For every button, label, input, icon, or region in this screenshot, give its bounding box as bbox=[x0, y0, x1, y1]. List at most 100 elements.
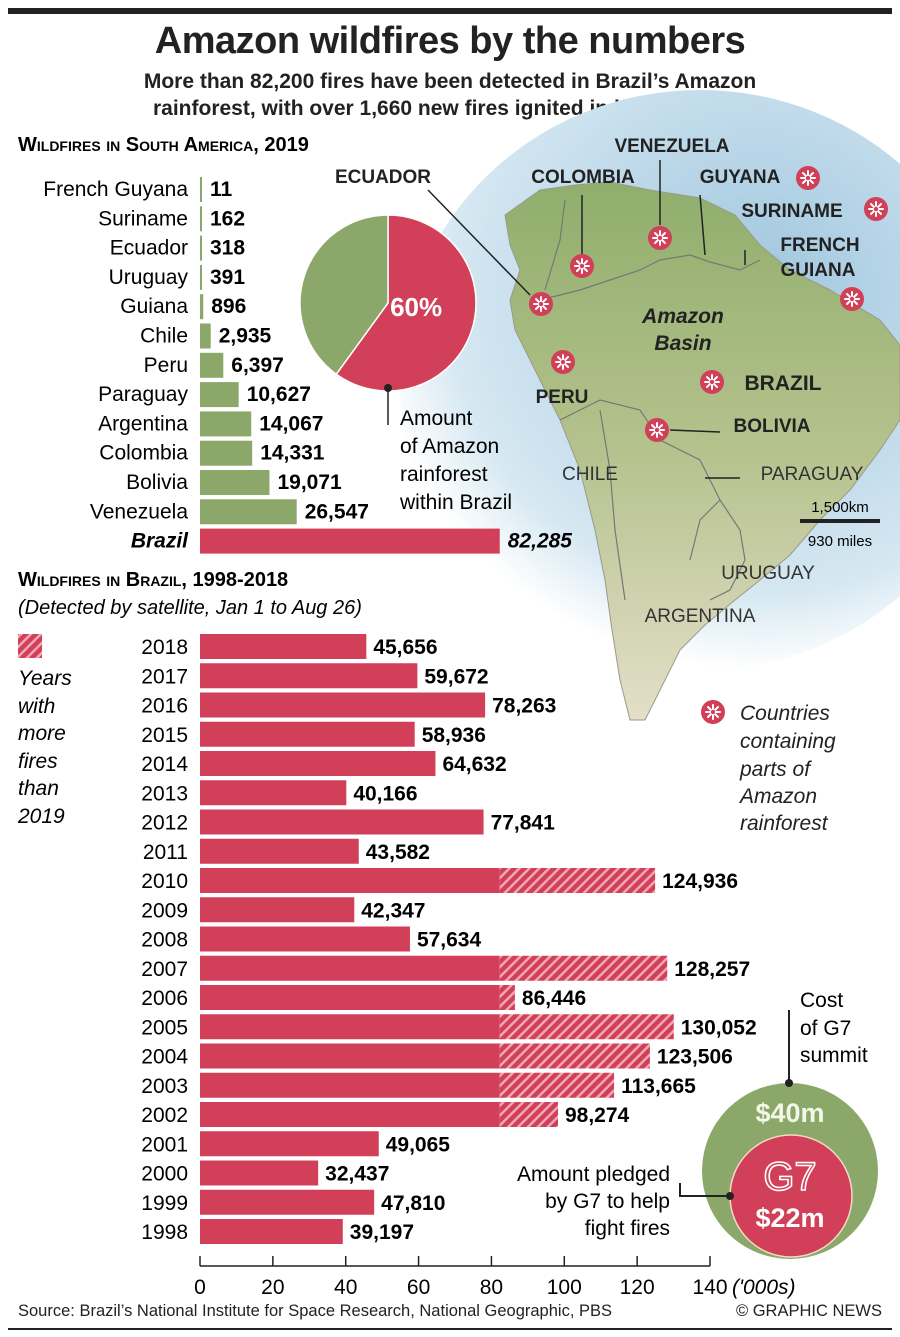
bar-2005-excess bbox=[499, 1014, 674, 1040]
bar-value-label: 78,263 bbox=[492, 695, 556, 718]
bar-value-label: 49,065 bbox=[386, 1133, 451, 1156]
scale-miles: 930 miles bbox=[808, 533, 872, 550]
bar-2006 bbox=[200, 985, 500, 1010]
label-paraguay: PARAGUAY bbox=[761, 464, 864, 485]
pie-chart: 60% bbox=[299, 214, 477, 392]
section-title-brazil: Wildfires in Brazil, 1998-2018 bbox=[18, 569, 288, 591]
bar-year-label: 2015 bbox=[141, 724, 188, 747]
map-legend-line: containing bbox=[740, 730, 836, 753]
section-title-south-america: Wildfires in South America, 2019 bbox=[18, 134, 309, 156]
bar-category-label: Argentina bbox=[98, 412, 188, 435]
label-amazon-1: Amazon bbox=[641, 305, 724, 328]
fire-marker-icon-french-guiana bbox=[839, 286, 865, 312]
scale-km: 1,500km bbox=[811, 499, 869, 516]
hatch-legend-line: 2019 bbox=[17, 805, 65, 828]
map-legend-line: Countries bbox=[740, 702, 830, 725]
bar-2011 bbox=[200, 838, 359, 864]
label-guyana: GUYANA bbox=[700, 167, 781, 188]
map-legend-line: parts of bbox=[739, 758, 812, 781]
bar-2000 bbox=[200, 1160, 319, 1186]
bar-value-label: 11 bbox=[210, 178, 233, 201]
fire-marker-icon-ecuador bbox=[528, 291, 554, 317]
page-title: Amazon wildfires by the numbers bbox=[154, 20, 746, 62]
g7-cost-label: of G7 bbox=[800, 1017, 851, 1040]
bar-year-label: 2011 bbox=[143, 841, 188, 864]
bar-category-label: Brazil bbox=[131, 530, 189, 553]
hatch-legend-line: fires bbox=[18, 750, 58, 773]
bar-2013 bbox=[200, 780, 347, 806]
bar-year-label: 2008 bbox=[141, 929, 188, 952]
label-amazon-2: Basin bbox=[654, 332, 711, 355]
bar-year-label: 2014 bbox=[141, 753, 188, 776]
bar-year-label: 2000 bbox=[141, 1163, 188, 1186]
south-america-map: VENEZUELA ECUADOR COLOMBIA GUYANA SURINA… bbox=[335, 90, 900, 835]
bar-venezuela bbox=[200, 499, 297, 525]
bar-value-label: 6,397 bbox=[231, 354, 284, 377]
bar-category-label: Uruguay bbox=[109, 266, 189, 289]
label-argentina: ARGENTINA bbox=[645, 606, 756, 627]
fire-marker-icon-brazil bbox=[699, 369, 725, 395]
bar-2018 bbox=[200, 634, 367, 659]
bar-year-label: 2004 bbox=[141, 1046, 188, 1069]
bar-value-label: 32,437 bbox=[325, 1163, 389, 1186]
bar-category-label: Colombia bbox=[99, 442, 188, 465]
bar-year-label: 1999 bbox=[141, 1192, 188, 1215]
bar-2014 bbox=[200, 751, 436, 776]
bar-value-label: 130,052 bbox=[681, 1016, 757, 1039]
bar-2017 bbox=[200, 663, 418, 689]
g7-pledge-label: by G7 to help bbox=[545, 1190, 670, 1213]
fire-marker-icon-suriname bbox=[863, 196, 889, 222]
fire-marker-icon-venezuela bbox=[647, 225, 673, 251]
bar-bolivia bbox=[200, 470, 270, 495]
bar-value-label: 896 bbox=[211, 295, 246, 318]
bar-year-label: 2009 bbox=[141, 899, 188, 922]
x-tick-label: 120 bbox=[620, 1276, 655, 1299]
hatch-legend-line: Years bbox=[18, 667, 72, 690]
bar-year-label: 2016 bbox=[141, 695, 188, 718]
bar-year-label: 2012 bbox=[141, 812, 188, 835]
bar-year-label: 1998 bbox=[141, 1221, 188, 1244]
bar-category-label: French Guyana bbox=[43, 178, 188, 201]
bar-value-label: 318 bbox=[210, 237, 245, 260]
bar-2010-excess bbox=[499, 868, 656, 893]
bar-french-guyana bbox=[200, 177, 202, 202]
source-note: Source: Brazil’s National Institute for … bbox=[18, 1302, 612, 1320]
label-venezuela: VENEZUELA bbox=[614, 136, 729, 157]
brazil-bar-chart: 2018 45,656 2017 59,672 2016 78,263 2015 58,936… bbox=[141, 634, 757, 1244]
bar-year-label: 2001 bbox=[141, 1133, 188, 1156]
x-tick-label: 140 bbox=[692, 1276, 727, 1299]
bar-value-label: 162 bbox=[210, 207, 245, 230]
bar-2004-excess bbox=[499, 1043, 650, 1069]
scale-bar: 1,500km 930 miles bbox=[800, 499, 880, 550]
bar-value-label: 57,634 bbox=[417, 929, 482, 952]
map-legend: Countries containing parts of Amazon rai… bbox=[738, 702, 836, 835]
pie-slice bbox=[335, 214, 477, 392]
x-tick-label: 80 bbox=[480, 1276, 503, 1299]
bar-1999 bbox=[200, 1189, 375, 1215]
g7-cost-label: summit bbox=[800, 1044, 868, 1067]
credit: © GRAPHIC NEWS bbox=[735, 1302, 882, 1320]
country-borders bbox=[539, 199, 761, 601]
bar-2003-excess bbox=[499, 1072, 615, 1098]
bar-value-label: 42,347 bbox=[361, 899, 425, 922]
bar-2015 bbox=[200, 721, 415, 747]
g7-cost-label: Cost bbox=[800, 989, 843, 1012]
bar-2009 bbox=[200, 897, 355, 923]
x-tick-label: 100 bbox=[547, 1276, 582, 1299]
leader-lines bbox=[427, 160, 746, 479]
label-suriname: SURINAME bbox=[741, 201, 842, 222]
label-brazil: BRAZIL bbox=[745, 372, 822, 395]
bar-value-label: 39,197 bbox=[350, 1221, 414, 1244]
x-axis: 0 20 40 60 80 100 120 140 ('000s) bbox=[194, 1256, 796, 1299]
pie-annotation-line: Amount bbox=[400, 407, 473, 430]
bar-value-label: 128,257 bbox=[674, 958, 750, 981]
bar-brazil bbox=[200, 528, 500, 554]
bar-peru bbox=[200, 352, 224, 378]
bar-year-label: 2006 bbox=[141, 987, 188, 1010]
bar-value-label: 113,665 bbox=[621, 1075, 696, 1098]
bar-value-label: 391 bbox=[210, 266, 245, 289]
g7-circles: $40m G7 $22m Cost of G7 summit Amount pl… bbox=[517, 989, 878, 1259]
g7-pledge-label: Amount pledged bbox=[517, 1163, 670, 1186]
bar-value-label: 123,506 bbox=[657, 1046, 733, 1069]
